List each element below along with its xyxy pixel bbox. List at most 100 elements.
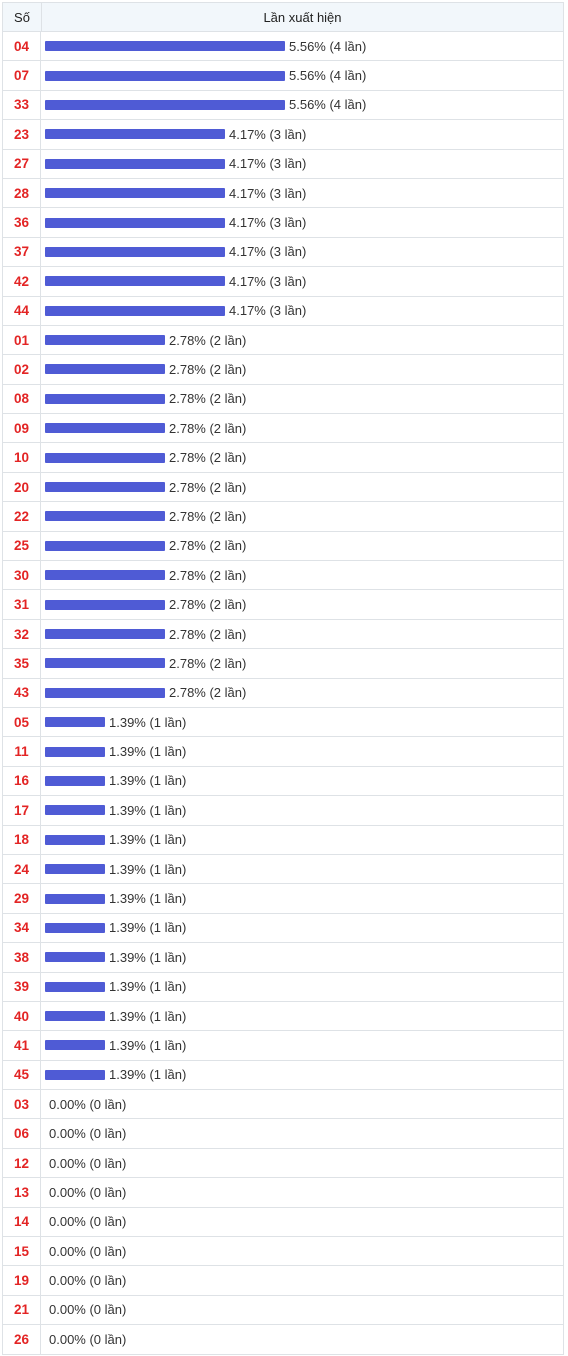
frequency-bar [45, 981, 105, 992]
frequency-bar [45, 599, 165, 610]
row-frequency-cell: 1.39% (1 lần) [41, 826, 563, 854]
frequency-bar [45, 629, 165, 639]
frequency-bar [45, 864, 105, 875]
row-number: 21 [3, 1295, 41, 1325]
table-row: 05 1.39% (1 lần) [3, 707, 563, 738]
frequency-bar [45, 393, 165, 404]
row-frequency-cell: 0.00% (0 lần) [41, 1266, 563, 1294]
frequency-label: 2.78% (2 lần) [169, 450, 247, 466]
frequency-label: 4.17% (3 lần) [229, 303, 307, 319]
row-frequency-cell: 0.00% (0 lần) [41, 1296, 563, 1324]
header-number: Số [3, 3, 42, 31]
frequency-bar [45, 217, 225, 228]
row-number: 38 [3, 943, 41, 972]
frequency-label: 0.00% (0 lần) [49, 1214, 127, 1230]
row-frequency-cell: 0.00% (0 lần) [41, 1090, 563, 1118]
frequency-label: 5.56% (4 lần) [289, 68, 367, 84]
table-row: 11 1.39% (1 lần) [3, 737, 563, 767]
table-row: 36 4.17% (3 lần) [3, 208, 563, 238]
row-number: 37 [3, 237, 41, 267]
table-row: 38 1.39% (1 lần) [3, 943, 563, 973]
row-number: 04 [3, 32, 41, 61]
row-number: 42 [3, 267, 41, 296]
frequency-label: 4.17% (3 lần) [229, 185, 307, 201]
row-frequency-cell: 4.17% (3 lần) [41, 120, 563, 148]
row-number: 45 [3, 1060, 41, 1090]
row-frequency-cell: 1.39% (1 lần) [41, 767, 563, 795]
frequency-label: 2.78% (2 lần) [169, 655, 247, 671]
row-number: 26 [3, 1325, 41, 1354]
frequency-label: 2.78% (2 lần) [169, 567, 247, 583]
table-row: 04 5.56% (4 lần) [3, 32, 563, 62]
frequency-label: 1.39% (1 lần) [109, 1037, 187, 1053]
row-frequency-cell: 5.56% (4 lần) [41, 61, 563, 89]
frequency-bar [45, 1040, 105, 1051]
row-frequency-cell: 4.17% (3 lần) [41, 267, 563, 295]
row-frequency-cell: 0.00% (0 lần) [41, 1208, 563, 1236]
table-row: 34 1.39% (1 lần) [3, 913, 563, 944]
row-frequency-cell: 2.78% (2 lần) [41, 326, 563, 354]
frequency-bar [45, 658, 165, 669]
frequency-bar [45, 364, 165, 375]
table-row: 45 1.39% (1 lần) [3, 1060, 563, 1091]
row-number: 17 [3, 796, 41, 825]
frequency-label: 1.39% (1 lần) [109, 891, 187, 907]
row-number: 25 [3, 531, 41, 561]
frequency-label: 4.17% (3 lần) [229, 244, 307, 260]
frequency-label: 2.78% (2 lần) [169, 626, 247, 642]
frequency-bar [45, 188, 225, 199]
table-row: 23 4.17% (3 lần) [3, 120, 563, 150]
frequency-label: 0.00% (0 lần) [49, 1243, 127, 1259]
table-body: 04 5.56% (4 lần) 07 5.56% (4 lần) 33 5.56% (4… [3, 32, 563, 1355]
row-frequency-cell: 5.56% (4 lần) [41, 91, 563, 119]
table-row: 41 1.39% (1 lần) [3, 1031, 563, 1061]
row-frequency-cell: 0.00% (0 lần) [41, 1178, 563, 1206]
row-frequency-cell: 4.17% (3 lần) [41, 150, 563, 178]
row-number: 08 [3, 384, 41, 414]
row-number: 31 [3, 590, 41, 619]
table-row: 37 4.17% (3 lần) [3, 237, 563, 268]
frequency-bar [45, 717, 105, 728]
frequency-label: 0.00% (0 lần) [49, 1273, 127, 1289]
row-frequency-cell: 4.17% (3 lần) [41, 179, 563, 207]
frequency-label: 1.39% (1 lần) [109, 773, 187, 789]
table-row: 32 2.78% (2 lần) [3, 619, 563, 650]
row-frequency-cell: 5.56% (4 lần) [41, 32, 563, 60]
header-frequency: Lần xuất hiện [263, 9, 342, 25]
row-frequency-cell: 2.78% (2 lần) [41, 473, 563, 501]
frequency-label: 0.00% (0 lần) [49, 1302, 127, 1318]
row-number: 28 [3, 178, 41, 208]
row-frequency-cell: 1.39% (1 lần) [41, 708, 563, 736]
table-header: Số Lần xuất hiện [3, 3, 563, 32]
frequency-label: 2.78% (2 lần) [169, 685, 247, 701]
row-number: 19 [3, 1266, 41, 1295]
frequency-label: 0.00% (0 lần) [49, 1184, 127, 1200]
row-frequency-cell: 2.78% (2 lần) [41, 532, 563, 560]
row-frequency-cell: 2.78% (2 lần) [41, 561, 563, 589]
frequency-label: 1.39% (1 lần) [109, 1008, 187, 1024]
frequency-bar [45, 1011, 105, 1022]
table-row: 01 2.78% (2 lần) [3, 325, 563, 356]
frequency-bar [45, 952, 105, 963]
frequency-bar [45, 511, 165, 522]
frequency-bar [45, 335, 165, 346]
row-frequency-cell: 4.17% (3 lần) [41, 238, 563, 266]
row-frequency-cell: 0.00% (0 lần) [41, 1325, 563, 1353]
frequency-label: 1.39% (1 lần) [109, 744, 187, 760]
frequency-label: 2.78% (2 lần) [169, 391, 247, 407]
row-number: 06 [3, 1119, 41, 1148]
row-number: 09 [3, 414, 41, 443]
frequency-label: 5.56% (4 lần) [289, 97, 367, 113]
row-number: 44 [3, 296, 41, 325]
table-row: 14 0.00% (0 lần) [3, 1207, 563, 1238]
row-number: 16 [3, 766, 41, 796]
frequency-bar [45, 70, 285, 81]
frequency-bar [45, 41, 285, 52]
frequency-label: 2.78% (2 lần) [169, 332, 247, 348]
row-frequency-cell: 2.78% (2 lần) [41, 414, 563, 442]
row-number: 05 [3, 707, 41, 737]
frequency-label: 0.00% (0 lần) [49, 1126, 127, 1142]
frequency-label: 2.78% (2 lần) [169, 361, 247, 377]
frequency-bar [45, 922, 105, 933]
row-number: 02 [3, 355, 41, 384]
